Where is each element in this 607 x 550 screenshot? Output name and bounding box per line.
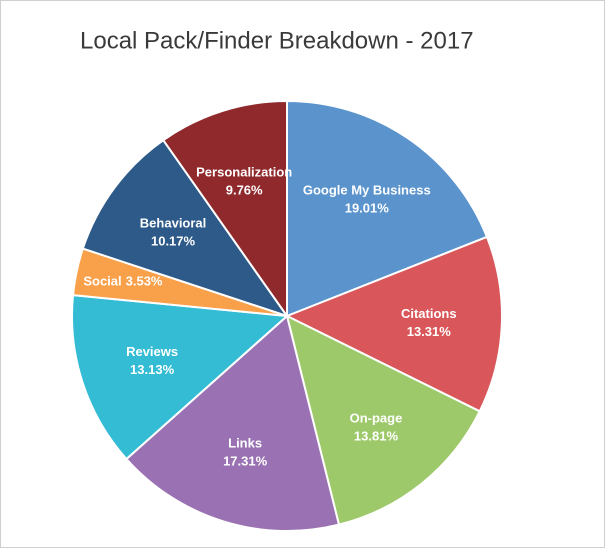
- pie-slice: [161, 99, 288, 320]
- slice-label: Google My Business 19.01%: [303, 183, 431, 216]
- pie-slice: [285, 314, 482, 526]
- slice-label: Behavioral 10.17%: [140, 215, 206, 248]
- slice-label: Reviews 13.13%: [126, 344, 178, 377]
- slice-label: Links 17.31%: [223, 436, 268, 469]
- pie-slice: [81, 138, 290, 318]
- slice-label: On-page 13.81%: [350, 411, 403, 444]
- slice-category: On-page: [350, 411, 403, 426]
- slice-category: Links: [228, 436, 262, 451]
- slice-category: Citations: [401, 306, 457, 321]
- slice-value: 3.53%: [126, 273, 163, 288]
- slice-value: 13.13%: [130, 362, 175, 377]
- slice-value: 19.01%: [345, 201, 390, 216]
- slice-value: 17.31%: [223, 454, 268, 469]
- slice-value: 13.81%: [354, 429, 399, 444]
- pie: Google My Business 19.01% Citations 13.31% O…: [71, 99, 503, 532]
- slice-category: Personalization: [196, 165, 292, 180]
- slice-value: 13.31%: [407, 324, 452, 339]
- slice-category: Behavioral: [140, 215, 206, 230]
- slice-category: Reviews: [126, 344, 178, 359]
- slice-label: Social 3.53%: [83, 273, 163, 288]
- slice-label: Citations 13.31%: [401, 306, 457, 339]
- pie-slice: [286, 99, 489, 318]
- slice-value: 9.76%: [226, 183, 263, 198]
- pie-slice: [71, 294, 290, 461]
- slice-label: Personalization 9.76%: [196, 165, 292, 198]
- pie-slice: [284, 235, 503, 413]
- chart-title: Local Pack/Finder Breakdown - 2017: [80, 27, 474, 54]
- pie-slice: [125, 314, 341, 532]
- slice-category: Social: [83, 273, 121, 288]
- slice-category: Google My Business: [303, 183, 431, 198]
- slice-value: 10.17%: [151, 233, 196, 248]
